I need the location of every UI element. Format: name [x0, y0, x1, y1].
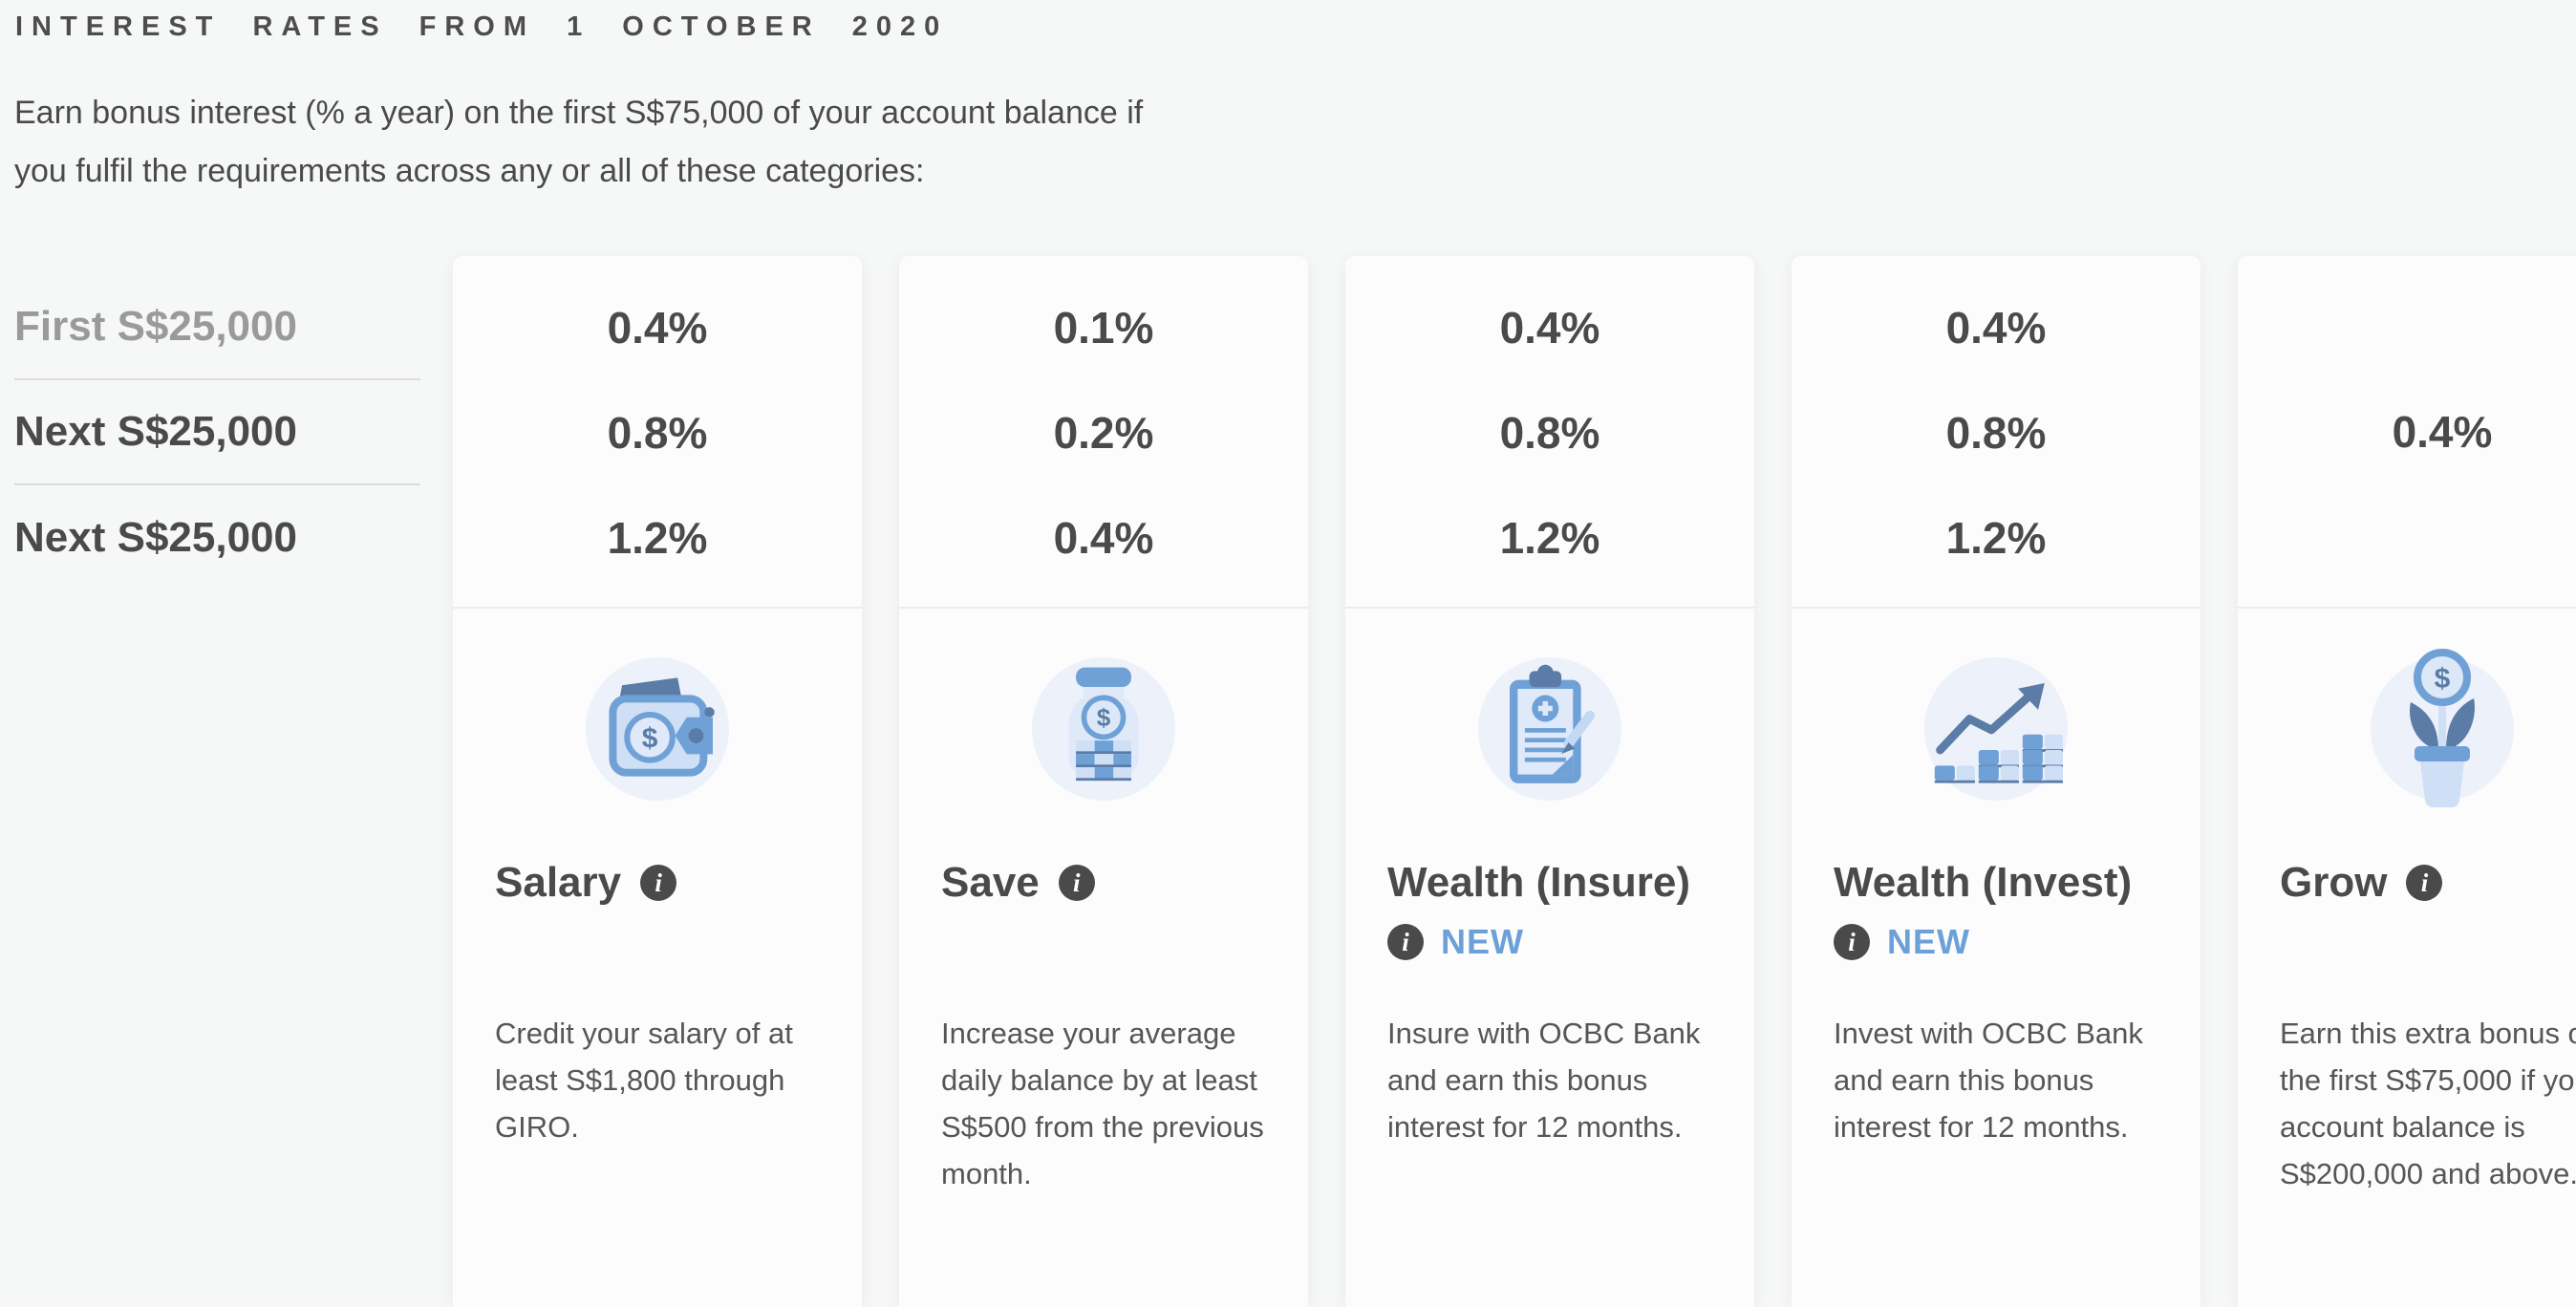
- rate-value: 0.4%: [607, 303, 708, 353]
- rate-value: 0.2%: [1053, 408, 1154, 458]
- tier-label-next-25000: Next S$25,000: [14, 380, 420, 485]
- svg-text:$: $: [642, 722, 658, 754]
- category-title-salary: Salary: [495, 859, 622, 906]
- savings-jar-icon: $: [1032, 657, 1175, 801]
- category-card-save: 0.1% 0.2% 0.4% $: [899, 256, 1308, 1307]
- investment-chart-icon: [1924, 657, 2068, 801]
- category-description-wealth-invest: Invest with OCBC Bank and earn this bonu…: [1834, 1017, 2143, 1144]
- save-rates: 0.1% 0.2% 0.4%: [899, 256, 1308, 609]
- rate-value: 1.2%: [607, 513, 708, 563]
- info-icon[interactable]: i: [1058, 865, 1095, 901]
- category-description-salary: Credit your salary of at least S$1,800 t…: [495, 1017, 793, 1144]
- category-description-wealth-insure: Insure with OCBC Bank and earn this bonu…: [1387, 1017, 1701, 1144]
- info-icon[interactable]: i: [2406, 865, 2443, 901]
- tier-labels: First S$25,000 Next S$25,000 Next S$25,0…: [14, 256, 420, 590]
- salary-rates: 0.4% 0.8% 1.2%: [453, 256, 862, 609]
- category-title-grow: Grow: [2280, 859, 2388, 906]
- wealth-insure-title-area: Wealth (Insure) i NEW: [1345, 849, 1754, 1010]
- rate-value: 0.4%: [1499, 303, 1600, 353]
- category-card-salary: 0.4% 0.8% 1.2% $ Salary i: [453, 256, 862, 1307]
- category-title-wealth-insure: Wealth (Insure): [1387, 859, 1691, 906]
- category-title-wealth-invest: Wealth (Invest): [1834, 859, 2133, 906]
- wealth-insure-icon-area: [1345, 609, 1754, 849]
- salary-icon-area: $: [453, 609, 862, 849]
- insurance-clipboard-icon: [1478, 657, 1621, 801]
- category-card-wealth-invest: 0.4% 0.8% 1.2%: [1792, 256, 2200, 1307]
- rate-value: 1.2%: [1499, 513, 1600, 563]
- wealth-insure-rates: 0.4% 0.8% 1.2%: [1345, 256, 1754, 609]
- section-subtitle: Earn bonus interest (% a year) on the fi…: [14, 84, 1143, 201]
- rate-value: 0.1%: [1053, 303, 1154, 353]
- save-title-area: Save i: [899, 849, 1308, 1010]
- svg-text:$: $: [1097, 703, 1111, 732]
- save-icon-area: $: [899, 609, 1308, 849]
- wealth-invest-rates: 0.4% 0.8% 1.2%: [1792, 256, 2200, 609]
- category-cards: 0.4% 0.8% 1.2% $ Salary i: [453, 256, 2576, 1307]
- category-title-save: Save: [941, 859, 1040, 906]
- rate-value: 0.4%: [1053, 513, 1154, 563]
- wealth-invest-icon-area: [1792, 609, 2200, 849]
- new-badge: NEW: [1441, 922, 1524, 961]
- category-description-save: Increase your average daily balance by a…: [941, 1017, 1264, 1190]
- category-description-grow: Earn this extra bonus on the first S$75,…: [2280, 1017, 2576, 1190]
- svg-text:$: $: [2435, 663, 2451, 695]
- grow-title-area: Grow i: [2238, 849, 2576, 1010]
- grow-rates: 0.4%: [2238, 256, 2576, 609]
- rate-value: 0.4%: [1945, 303, 2047, 353]
- rate-value: 0.8%: [1945, 408, 2047, 458]
- money-plant-icon: $: [2371, 649, 2514, 807]
- salary-title-area: Salary i: [453, 849, 862, 1010]
- grow-icon-area: $: [2238, 609, 2576, 849]
- category-card-grow: 0.4% $ Grow i Earn this extra bon: [2238, 256, 2576, 1307]
- tier-label-next-25000-2: Next S$25,000: [14, 514, 297, 561]
- rate-value: 1.2%: [1945, 513, 2047, 563]
- category-card-wealth-insure: 0.4% 0.8% 1.2%: [1345, 256, 1754, 1307]
- subtitle-line-2: you fulfil the requirements across any o…: [14, 153, 925, 189]
- rate-value: 0.8%: [1499, 408, 1600, 458]
- info-icon[interactable]: i: [1387, 924, 1424, 960]
- info-icon[interactable]: i: [1834, 924, 1870, 960]
- subtitle-line-1: Earn bonus interest (% a year) on the fi…: [14, 95, 1144, 131]
- wallet-icon: $: [586, 657, 729, 801]
- section-heading: INTEREST RATES FROM 1 OCTOBER 2020: [15, 11, 949, 42]
- new-badge: NEW: [1887, 922, 1970, 961]
- rate-value: 0.4%: [2392, 406, 2493, 457]
- tier-label-first-25000: First S$25,000: [14, 275, 420, 380]
- rate-value: 0.8%: [607, 408, 708, 458]
- info-icon[interactable]: i: [640, 865, 677, 901]
- wealth-invest-title-area: Wealth (Invest) i NEW: [1792, 849, 2200, 1010]
